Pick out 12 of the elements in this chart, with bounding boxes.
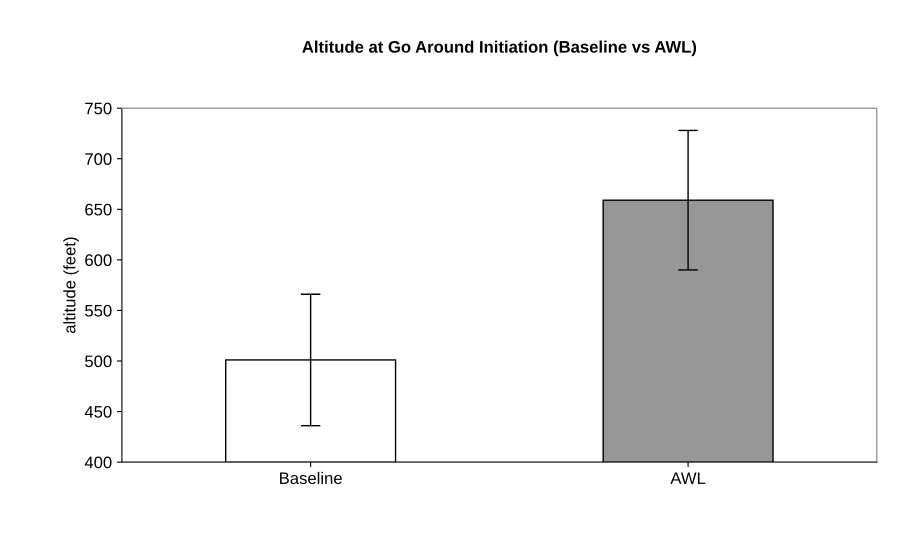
x-tick-label: Baseline [280, 472, 342, 484]
y-tick-label: 750 [85, 102, 112, 114]
y-tick-label: 700 [85, 153, 112, 165]
y-axis-title: altitude (feet) [63, 238, 79, 334]
y-tick-label: 500 [85, 355, 112, 368]
y-tick-label: 600 [85, 254, 112, 266]
y-tick-label: 550 [85, 304, 112, 317]
y-tick-label: 650 [85, 204, 112, 216]
x-tick-label: AWL [670, 472, 706, 484]
y-tick-label: 450 [84, 406, 112, 418]
y-tick-label: 400 [84, 456, 112, 468]
chart-title: Altitude at Go Around Initiation (Baseline vs AWL) [302, 40, 696, 56]
